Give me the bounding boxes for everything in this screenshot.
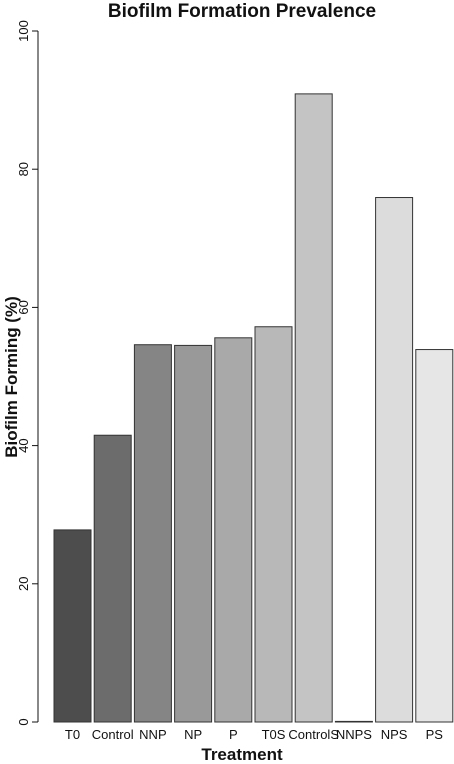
bar-p <box>214 337 253 723</box>
x-tick-label: NNP <box>139 727 166 742</box>
y-axis-title: Biofilm Forming (%) <box>2 296 21 457</box>
x-tick-label: T0 <box>65 727 80 742</box>
bar-t0 <box>53 529 92 723</box>
bar-t0s <box>254 326 293 723</box>
x-axis-title: Treatment <box>201 745 283 764</box>
chart-title: Biofilm Formation Prevalence <box>108 1 376 22</box>
x-tick-label: PS <box>426 727 444 742</box>
x-tick-label: P <box>229 727 238 742</box>
x-tick-label: Control <box>92 727 134 742</box>
bar-nnp <box>133 344 172 723</box>
y-tick-label: 60 <box>16 300 31 314</box>
y-tick-label: 0 <box>16 718 31 725</box>
bar-controls <box>294 93 333 723</box>
y-tick-label: 80 <box>16 162 31 176</box>
bar-np <box>174 344 213 723</box>
bar-control <box>93 434 132 723</box>
y-axis: 0 20 40 60 80 100 <box>16 20 39 726</box>
x-tick-label: ControlS <box>288 727 339 742</box>
x-tick-label: NPS <box>381 727 408 742</box>
x-tick-label: T0S <box>262 727 286 742</box>
bar-nps <box>375 197 414 723</box>
bar-ps <box>415 349 454 723</box>
x-tick-label: NP <box>184 727 202 742</box>
y-tick-label: 40 <box>16 438 31 452</box>
x-tick-label: NNPS <box>336 727 372 742</box>
bar-nnps <box>334 720 373 723</box>
y-tick-label: 20 <box>16 577 31 591</box>
bars <box>53 93 454 723</box>
y-tick-label: 100 <box>16 20 31 42</box>
